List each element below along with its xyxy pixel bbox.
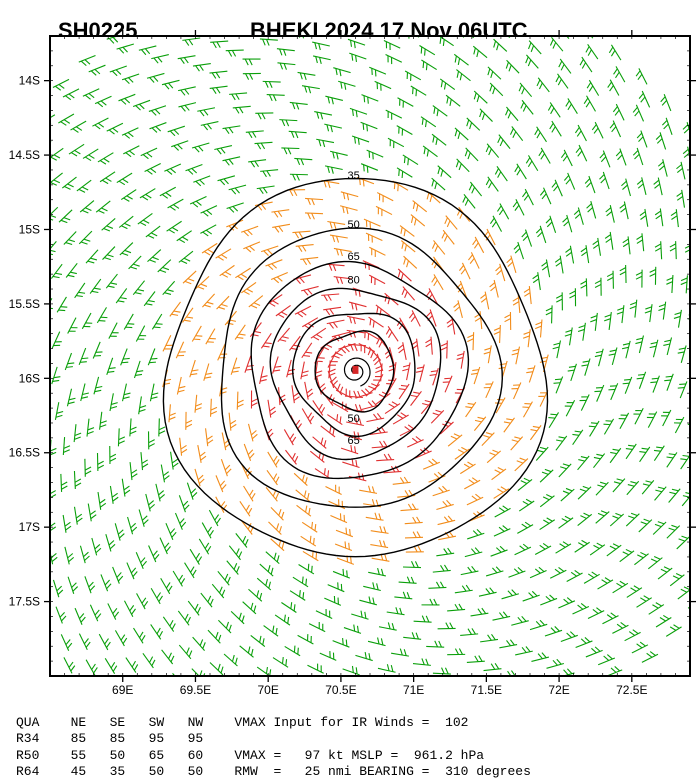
- svg-text:50: 50: [347, 413, 359, 425]
- footer-data-block: QUA NE SE SW NW VMAX Input for IR Winds …: [16, 715, 531, 780]
- cyclone-wind-plot: 35 50 65 80 65 50 14S 14.5S 15S 15.5S 16S 16.5S 17S 1…: [0, 0, 700, 700]
- xtick-label: 70.5E: [325, 683, 356, 697]
- xtick-label: 69.5E: [180, 683, 211, 697]
- svg-text:65: 65: [347, 435, 359, 447]
- ytick-label: 17S: [19, 520, 40, 534]
- xtick-label: 71.5E: [471, 683, 502, 697]
- svg-text:65: 65: [347, 251, 359, 263]
- storm-center-marker: [352, 366, 358, 374]
- xtick-label: 71E: [403, 683, 424, 697]
- ytick-label: 15.5S: [9, 297, 40, 311]
- ytick-label: 17.5S: [9, 595, 40, 609]
- ytick-label: 14S: [19, 74, 40, 88]
- xtick-label: 72E: [548, 683, 569, 697]
- ytick-label: 16.5S: [9, 446, 40, 460]
- ytick-label: 16S: [19, 371, 40, 385]
- svg-text:50: 50: [347, 219, 359, 231]
- xtick-label: 72.5E: [616, 683, 647, 697]
- xtick-label: 70E: [258, 683, 279, 697]
- xtick-label: 69E: [112, 683, 133, 697]
- svg-text:35: 35: [347, 170, 359, 182]
- ytick-label: 14.5S: [9, 148, 40, 162]
- svg-text:80: 80: [347, 275, 359, 287]
- ytick-label: 15S: [19, 222, 40, 236]
- stage: SH0225 BHEKI 2024 17 Nov 06UTC 355065806…: [0, 0, 700, 772]
